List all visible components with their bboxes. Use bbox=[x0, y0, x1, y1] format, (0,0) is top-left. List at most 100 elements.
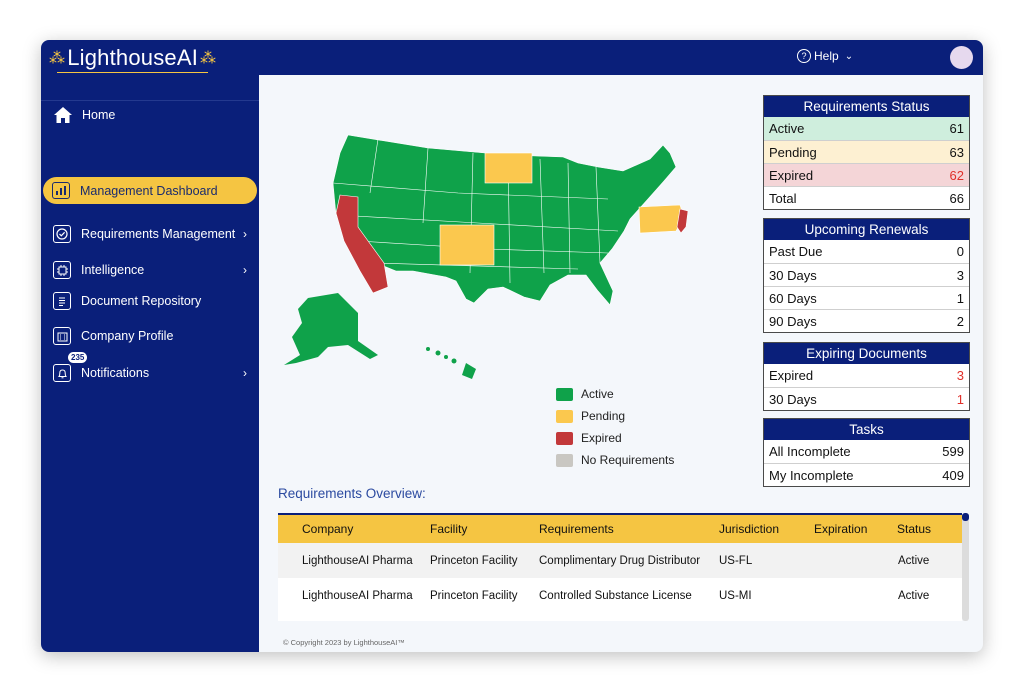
map-state-hawaii[interactable] bbox=[426, 347, 476, 379]
card-title: Expiring Documents bbox=[764, 343, 969, 364]
map-state-california[interactable] bbox=[335, 194, 389, 294]
building-icon bbox=[53, 327, 71, 345]
map-state-new-jersey[interactable] bbox=[676, 208, 689, 234]
sidebar-item-label: Requirements Management bbox=[81, 227, 236, 241]
row-label: Expired bbox=[769, 167, 814, 183]
sidebar-item-label: Notifications bbox=[81, 366, 150, 380]
home-icon bbox=[54, 107, 72, 123]
row-label: My Incomplete bbox=[769, 467, 854, 483]
copyright: © Copyright 2023 by LighthouseAI™ bbox=[283, 638, 405, 647]
row-label: Expired bbox=[769, 368, 814, 383]
column-header-expiration[interactable]: Expiration bbox=[814, 522, 868, 536]
renewals-row-30-days[interactable]: 30 Days 3 bbox=[764, 263, 969, 286]
map-state-colorado[interactable] bbox=[439, 224, 495, 266]
overview-title: Requirements Overview: bbox=[278, 486, 426, 501]
row-label: All Incomplete bbox=[769, 444, 851, 459]
card-title: Requirements Status bbox=[764, 96, 969, 117]
renewals-row-60-days[interactable]: 60 Days 1 bbox=[764, 286, 969, 309]
column-header-requirements[interactable]: Requirements bbox=[539, 522, 614, 536]
cell-company: LighthouseAI Pharma bbox=[302, 554, 413, 567]
row-label: Active bbox=[769, 121, 805, 136]
table-row[interactable]: LighthouseAI Pharma Princeton Facility C… bbox=[278, 578, 962, 613]
row-value: 409 bbox=[942, 467, 964, 483]
notification-count-badge: 235 bbox=[68, 352, 88, 363]
check-circle-icon bbox=[53, 225, 71, 243]
row-value: 63 bbox=[949, 144, 964, 160]
legend-item-pending: Pending bbox=[556, 405, 674, 427]
cell-requirement: Complimentary Drug Distributor bbox=[539, 554, 701, 567]
sidebar-divider bbox=[41, 100, 259, 101]
avatar[interactable] bbox=[950, 46, 973, 69]
legend-item-no-requirements: No Requirements bbox=[556, 449, 674, 471]
cell-status: Active bbox=[898, 589, 930, 602]
document-icon bbox=[53, 292, 71, 310]
chevron-right-icon: › bbox=[243, 263, 247, 277]
logo[interactable]: ⁂ LighthouseAI ⁂ bbox=[47, 42, 218, 74]
renewals-row-past-due[interactable]: Past Due 0 bbox=[764, 240, 969, 263]
bell-icon bbox=[53, 364, 71, 382]
chevron-right-icon: › bbox=[243, 227, 247, 241]
sidebar-item-intelligence[interactable]: Intelligence › bbox=[53, 258, 247, 282]
row-value: 3 bbox=[956, 267, 964, 283]
bar-chart-icon bbox=[52, 182, 70, 199]
sidebar-item-company-profile[interactable]: Company Profile bbox=[53, 324, 173, 348]
cell-facility: Princeton Facility bbox=[430, 589, 518, 602]
cell-company: LighthouseAI Pharma bbox=[302, 589, 413, 602]
lighthouse-rays-icon-right: ⁂ bbox=[200, 50, 217, 67]
sidebar-item-notifications[interactable]: Notifications › bbox=[53, 361, 247, 385]
table-header: Company Facility Requirements Jurisdicti… bbox=[278, 515, 962, 543]
map-state-north-dakota[interactable] bbox=[484, 152, 533, 184]
row-label: Past Due bbox=[769, 244, 823, 259]
renewals-row-90-days[interactable]: 90 Days 2 bbox=[764, 309, 969, 332]
row-value: 0 bbox=[956, 244, 964, 259]
legend-label: Pending bbox=[581, 409, 626, 423]
status-row-pending[interactable]: Pending 63 bbox=[764, 140, 969, 163]
requirements-overview-table: Company Facility Requirements Jurisdicti… bbox=[278, 513, 962, 621]
row-value: 1 bbox=[956, 290, 964, 306]
row-value: 2 bbox=[956, 313, 964, 329]
sidebar-item-label: Document Repository bbox=[81, 294, 202, 308]
sidebar-item-requirements-management[interactable]: Requirements Management › bbox=[53, 222, 247, 246]
status-row-active[interactable]: Active 61 bbox=[764, 117, 969, 140]
sidebar-item-management-dashboard[interactable]: Management Dashboard bbox=[43, 177, 257, 204]
cell-jurisdiction: US-FL bbox=[719, 554, 753, 567]
sidebar-item-home[interactable]: Home bbox=[53, 103, 115, 127]
expiring-documents-card: Expiring Documents Expired 3 30 Days 1 bbox=[763, 342, 970, 411]
app-window: ⁂ LighthouseAI ⁂ ? Help ⌄ Home Managemen… bbox=[41, 40, 983, 652]
help-label: Help bbox=[814, 49, 839, 63]
help-menu[interactable]: ? Help ⌄ bbox=[797, 49, 853, 63]
column-header-jurisdiction[interactable]: Jurisdiction bbox=[719, 522, 780, 536]
legend-swatch bbox=[556, 431, 573, 445]
row-label: 90 Days bbox=[769, 313, 817, 329]
column-header-status[interactable]: Status bbox=[897, 522, 932, 536]
row-value: 599 bbox=[942, 444, 964, 459]
sidebar: Home Management Dashboard Requirements M… bbox=[41, 75, 259, 652]
question-icon: ? bbox=[797, 49, 811, 63]
row-value: 1 bbox=[956, 391, 964, 407]
table-scrollbar[interactable] bbox=[962, 513, 969, 621]
logo-underline bbox=[57, 72, 209, 73]
status-row-expired[interactable]: Expired 62 bbox=[764, 163, 969, 186]
row-label: Pending bbox=[769, 144, 817, 160]
scrollbar-thumb[interactable] bbox=[962, 513, 969, 521]
map-state-alaska[interactable] bbox=[284, 293, 378, 365]
map-legend: Active Pending Expired No Requirements bbox=[556, 383, 674, 471]
tasks-row-all-incomplete[interactable]: All Incomplete 599 bbox=[764, 440, 969, 463]
row-label: 30 Days bbox=[769, 267, 817, 283]
card-title: Upcoming Renewals bbox=[764, 219, 969, 240]
table-row[interactable]: LighthouseAI Pharma Princeton Facility C… bbox=[278, 543, 962, 578]
documents-row-expired[interactable]: Expired 3 bbox=[764, 364, 969, 387]
tasks-row-my-incomplete[interactable]: My Incomplete 409 bbox=[764, 463, 969, 486]
column-header-facility[interactable]: Facility bbox=[430, 522, 468, 536]
column-header-company[interactable]: Company bbox=[302, 522, 354, 536]
map-state-pennsylvania[interactable] bbox=[638, 204, 685, 234]
map-mainland-active[interactable] bbox=[332, 134, 677, 306]
sidebar-item-document-repository[interactable]: Document Repository bbox=[53, 289, 201, 313]
documents-row-30-days[interactable]: 30 Days 1 bbox=[764, 387, 969, 410]
legend-item-expired: Expired bbox=[556, 427, 674, 449]
legend-label: Expired bbox=[581, 431, 622, 445]
upcoming-renewals-card: Upcoming Renewals Past Due 0 30 Days 3 6… bbox=[763, 218, 970, 333]
legend-item-active: Active bbox=[556, 383, 674, 405]
chevron-down-icon: ⌄ bbox=[844, 50, 854, 62]
requirements-status-card: Requirements Status Active 61 Pending 63… bbox=[763, 95, 970, 210]
